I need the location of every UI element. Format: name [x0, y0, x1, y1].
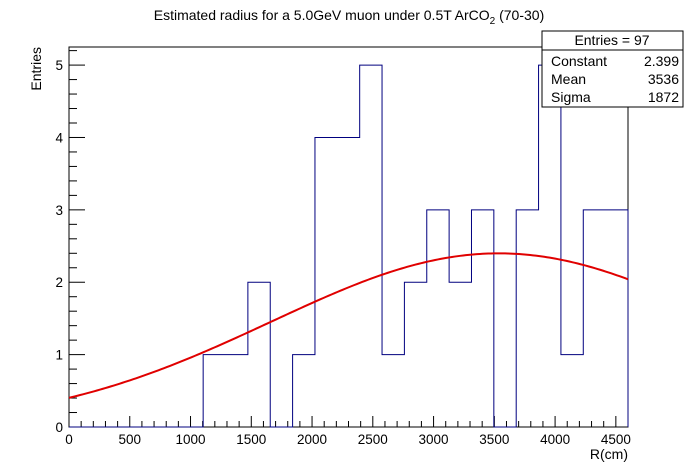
y-axis-ticks: 0 1 2 3 4 5	[55, 50, 85, 435]
y-tick-label: 2	[55, 275, 63, 290]
y-axis-label: Entries	[28, 47, 44, 91]
stats-box: Entries = 97 Constant 2.399 Mean 3536 Si…	[541, 30, 684, 108]
stats-mean-value: 3536	[648, 71, 679, 87]
chart-title-suffix: (70-30)	[495, 7, 544, 23]
x-tick-label: 1500	[236, 432, 266, 447]
y-tick-label: 0	[55, 420, 63, 435]
stats-constant-value: 2.399	[644, 53, 679, 69]
x-axis-ticks: 0 500 1000 1500 2000 2500 3000 3500 4000 4500	[65, 416, 631, 447]
stats-entries: Entries = 97	[574, 32, 649, 48]
x-tick-label: 0	[65, 432, 73, 447]
x-tick-label: 3500	[479, 432, 509, 447]
x-tick-label: 2000	[297, 432, 327, 447]
chart-title-main: Estimated radius for a 5.0GeV muon under…	[154, 7, 490, 23]
chart-title-subscript: 2	[490, 16, 496, 27]
stats-sigma-value: 1872	[648, 89, 679, 105]
x-tick-label: 4500	[601, 432, 631, 447]
stats-mean-name: Mean	[551, 71, 586, 87]
chart-title: Estimated radius for a 5.0GeV muon under…	[154, 7, 545, 27]
y-tick-label: 5	[55, 58, 63, 73]
gaussian-fit-curve	[68, 252, 629, 399]
y-tick-label: 4	[55, 130, 63, 145]
x-tick-label: 3000	[419, 432, 449, 447]
x-tick-label: 1000	[175, 432, 205, 447]
y-tick-label: 1	[55, 348, 63, 363]
x-tick-label: 4000	[540, 432, 570, 447]
stats-box-frame	[541, 30, 684, 108]
stats-constant-name: Constant	[551, 53, 607, 69]
x-tick-label: 2500	[358, 432, 388, 447]
histogram-series	[69, 64, 629, 428]
x-tick-label: 500	[118, 432, 141, 447]
stats-sigma-name: Sigma	[551, 89, 591, 105]
y-tick-label: 3	[55, 203, 63, 218]
x-axis-label: R(cm)	[590, 446, 628, 462]
